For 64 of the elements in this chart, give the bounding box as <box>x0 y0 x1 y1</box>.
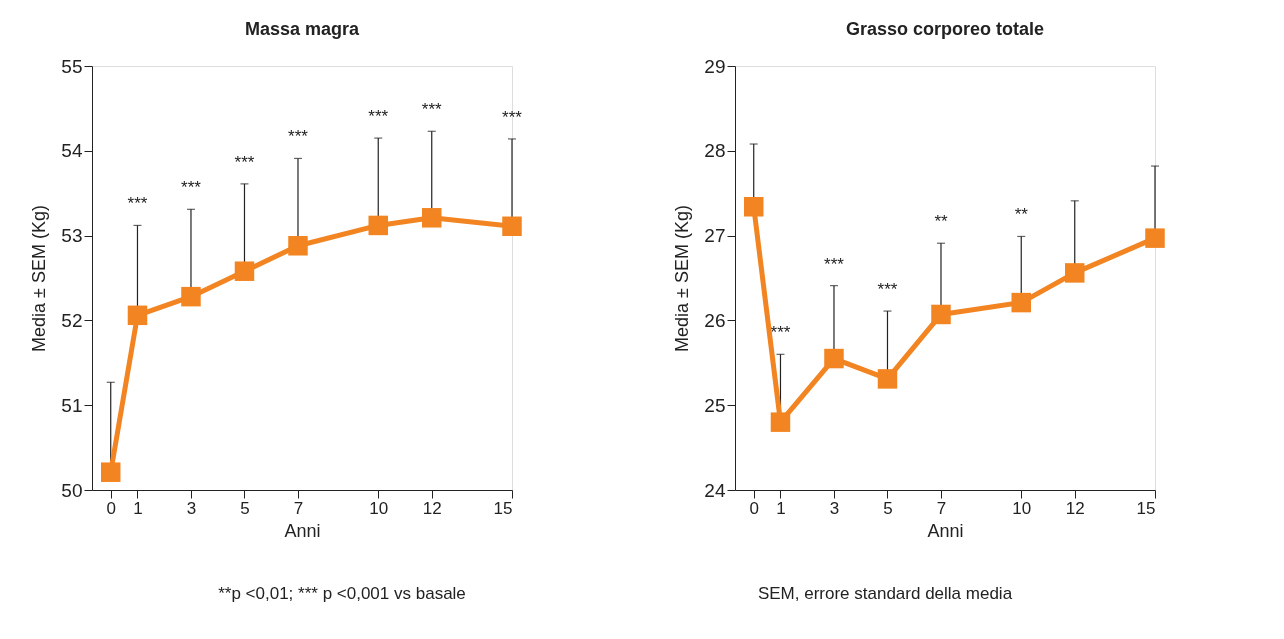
point <box>877 369 898 389</box>
x-tick-label: 7 <box>293 498 304 518</box>
text: SEM, errore standard della media <box>757 584 1013 603</box>
x-tick-label: 15 <box>1136 498 1156 518</box>
annotation: *** <box>234 152 255 172</box>
annotation: *** <box>877 280 898 300</box>
y-tick-label: 52 <box>61 309 83 331</box>
y-axis-title: Media ± SEM (Kg) <box>29 205 50 352</box>
x-axis-title: Anni <box>927 520 964 541</box>
y-tick-label: 28 <box>704 140 726 162</box>
y-tick-label: 55 <box>61 55 83 77</box>
point <box>234 261 255 281</box>
point <box>100 462 121 482</box>
annotation: ** <box>1014 205 1029 225</box>
x-tick-label: 10 <box>369 498 389 518</box>
y-axis-title: Media ± SEM (Kg) <box>672 205 693 352</box>
annotation: *** <box>181 178 202 198</box>
x-tick-label: 0 <box>106 498 116 518</box>
y-tick-label: 27 <box>704 225 726 247</box>
chart-title: Grasso corporeo totale <box>845 19 1045 39</box>
y-tick-label: 26 <box>704 309 726 331</box>
annotation: *** <box>368 107 389 127</box>
point <box>422 208 442 228</box>
point <box>1145 228 1165 248</box>
annotation: *** <box>770 323 791 343</box>
y-tick-label: 54 <box>61 140 83 162</box>
annotation: ** <box>934 212 948 232</box>
x-tick-label: 15 <box>493 498 513 518</box>
y-tick-label: 29 <box>704 55 726 77</box>
x-tick-label: 1 <box>133 498 143 518</box>
chart-title: Massa magra <box>244 19 361 39</box>
x-tick-label: 10 <box>1012 498 1032 518</box>
y-tick-label: 53 <box>61 225 83 247</box>
annotation: *** <box>127 194 148 214</box>
y-tick-label: 51 <box>61 394 83 416</box>
x-tick-label: 5 <box>883 498 893 518</box>
point <box>1065 263 1085 283</box>
point <box>502 216 522 237</box>
x-tick-label: 3 <box>829 498 840 518</box>
point <box>743 197 764 217</box>
annotation: *** <box>824 254 845 274</box>
x-tick-label: 12 <box>1065 498 1085 518</box>
point <box>288 236 308 256</box>
text: **p <0,01; *** p <0,001 vs basale <box>218 584 466 603</box>
point <box>824 348 844 369</box>
point <box>770 412 791 432</box>
point <box>127 305 148 326</box>
x-tick-label: 5 <box>240 498 250 518</box>
x-tick-label: 3 <box>186 498 197 518</box>
y-tick-label: 50 <box>61 479 83 501</box>
annotation: *** <box>502 107 523 127</box>
x-tick-label: 12 <box>422 498 442 518</box>
y-tick-label: 24 <box>704 479 726 501</box>
y-tick-label: 25 <box>704 394 726 416</box>
x-tick-label: 1 <box>776 498 786 518</box>
annotation: *** <box>421 100 443 120</box>
x-tick-label: 7 <box>936 498 947 518</box>
x-tick-label: 0 <box>749 498 759 518</box>
annotation: *** <box>288 127 309 147</box>
point <box>1011 292 1031 313</box>
point <box>368 215 388 236</box>
point <box>181 286 201 307</box>
x-axis-title: Anni <box>284 520 321 541</box>
point <box>931 304 951 325</box>
